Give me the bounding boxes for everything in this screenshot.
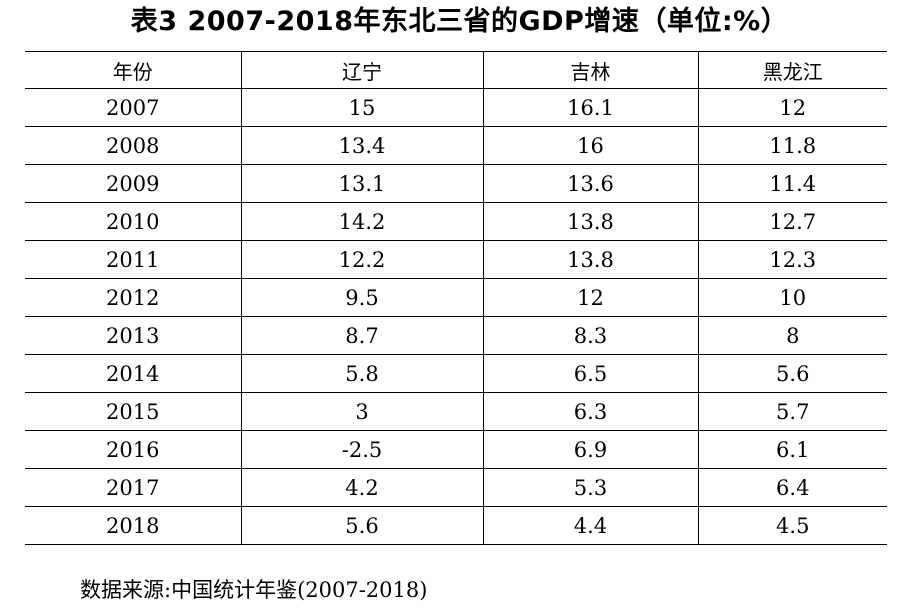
cell-year: 2014 — [25, 354, 241, 393]
cell-jilin: 13.6 — [482, 164, 698, 203]
cell-liaoning: -2.5 — [240, 430, 483, 469]
cell-year: 2015 — [25, 392, 241, 431]
cell-liaoning: 5.6 — [240, 506, 483, 545]
cell-year: 2017 — [25, 468, 241, 507]
cell-jilin: 4.4 — [482, 506, 698, 545]
cell-jilin: 13.8 — [482, 202, 698, 241]
table-row: 2015 3 6.3 5.7 — [25, 392, 887, 431]
cell-year: 2016 — [25, 430, 241, 469]
table-row: 2011 12.2 13.8 12.3 — [25, 240, 887, 279]
table-header-row: 年份 辽宁 吉林 黑龙江 — [25, 51, 887, 89]
cell-year: 2011 — [25, 240, 241, 279]
column-header-jilin: 吉林 — [482, 51, 698, 89]
table-row: 2008 13.4 16 11.8 — [25, 126, 887, 165]
cell-heilongjiang: 11.8 — [697, 126, 887, 165]
cell-liaoning: 14.2 — [240, 202, 483, 241]
cell-year: 2013 — [25, 316, 241, 355]
table-row: 2012 9.5 12 10 — [25, 278, 887, 317]
table-row: 2018 5.6 4.4 4.5 — [25, 506, 887, 545]
cell-year: 2010 — [25, 202, 241, 241]
cell-year: 2008 — [25, 126, 241, 165]
cell-liaoning: 15 — [240, 88, 483, 127]
cell-heilongjiang: 8 — [697, 316, 887, 355]
source-note: 数据来源:中国统计年鉴(2007-2018) — [80, 578, 428, 602]
cell-heilongjiang: 12.7 — [697, 202, 887, 241]
cell-jilin: 12 — [482, 278, 698, 317]
cell-year: 2018 — [25, 506, 241, 545]
cell-liaoning: 3 — [240, 392, 483, 431]
cell-heilongjiang: 6.4 — [697, 468, 887, 507]
cell-heilongjiang: 12.3 — [697, 240, 887, 279]
cell-heilongjiang: 10 — [697, 278, 887, 317]
cell-jilin: 8.3 — [482, 316, 698, 355]
table-row: 2016 -2.5 6.9 6.1 — [25, 430, 887, 469]
cell-jilin: 6.9 — [482, 430, 698, 469]
cell-liaoning: 13.4 — [240, 126, 483, 165]
cell-year: 2007 — [25, 88, 241, 127]
table-row: 2010 14.2 13.8 12.7 — [25, 202, 887, 241]
cell-liaoning: 4.2 — [240, 468, 483, 507]
table-row: 2014 5.8 6.5 5.6 — [25, 354, 887, 393]
cell-liaoning: 12.2 — [240, 240, 483, 279]
cell-liaoning: 9.5 — [240, 278, 483, 317]
column-header-heilongjiang: 黑龙江 — [697, 51, 887, 89]
cell-heilongjiang: 4.5 — [697, 506, 887, 545]
gdp-growth-table: 年份 辽宁 吉林 黑龙江 2007 15 16.1 12 2008 13.4 1… — [25, 51, 887, 545]
cell-heilongjiang: 6.1 — [697, 430, 887, 469]
table-row: 2009 13.1 13.6 11.4 — [25, 164, 887, 203]
cell-jilin: 6.5 — [482, 354, 698, 393]
cell-heilongjiang: 11.4 — [697, 164, 887, 203]
cell-jilin: 6.3 — [482, 392, 698, 431]
cell-jilin: 13.8 — [482, 240, 698, 279]
cell-jilin: 16.1 — [482, 88, 698, 127]
cell-jilin: 5.3 — [482, 468, 698, 507]
table-row: 2017 4.2 5.3 6.4 — [25, 468, 887, 507]
table-row: 2013 8.7 8.3 8 — [25, 316, 887, 355]
table-row: 2007 15 16.1 12 — [25, 88, 887, 127]
cell-year: 2009 — [25, 164, 241, 203]
column-header-year: 年份 — [25, 51, 241, 89]
cell-liaoning: 13.1 — [240, 164, 483, 203]
cell-liaoning: 5.8 — [240, 354, 483, 393]
cell-jilin: 16 — [482, 126, 698, 165]
cell-liaoning: 8.7 — [240, 316, 483, 355]
cell-heilongjiang: 5.6 — [697, 354, 887, 393]
cell-heilongjiang: 12 — [697, 88, 887, 127]
column-header-liaoning: 辽宁 — [240, 51, 483, 89]
cell-heilongjiang: 5.7 — [697, 392, 887, 431]
table-title: 表3 2007-2018年东北三省的GDP增速（单位:%） — [130, 6, 789, 37]
cell-year: 2012 — [25, 278, 241, 317]
